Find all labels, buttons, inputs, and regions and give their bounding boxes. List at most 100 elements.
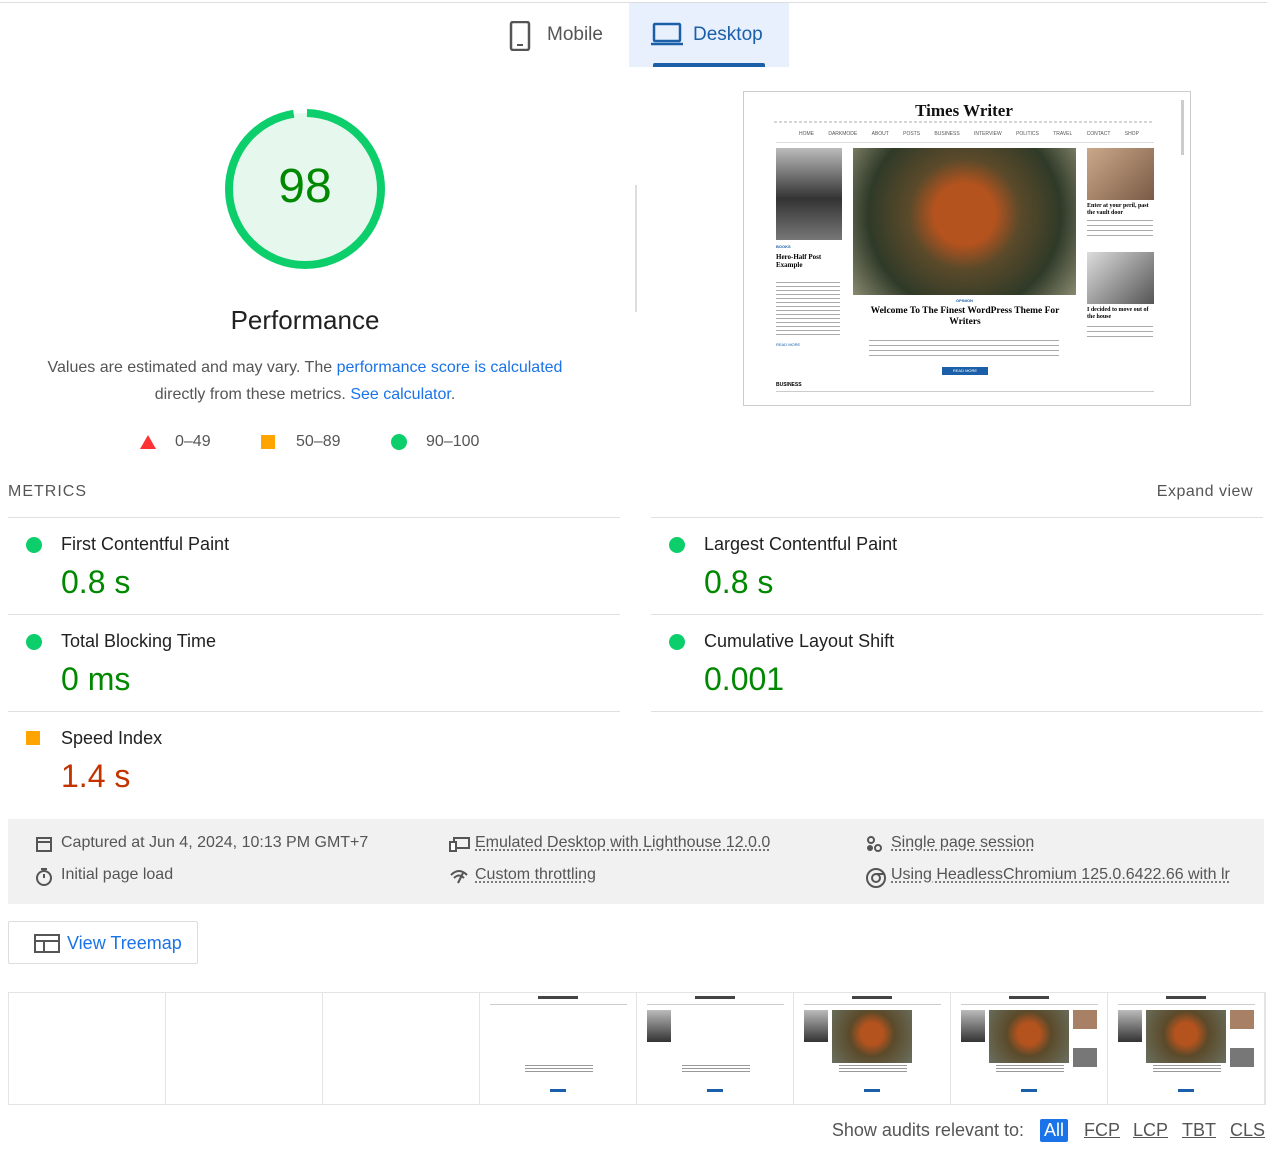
info-text: Initial page load: [61, 866, 174, 883]
image: [1087, 252, 1154, 304]
gauge-arc: [225, 109, 385, 269]
section-rule: [776, 391, 1154, 392]
image: [776, 148, 842, 240]
button: READ MORE: [942, 367, 988, 375]
metric-value: 0.8 s: [61, 564, 131, 600]
metric-value: 0 ms: [61, 661, 131, 697]
rating-icon: [26, 731, 40, 750]
scrollbar: [1181, 100, 1184, 155]
film-frame: [637, 993, 794, 1104]
film-frame: [480, 993, 637, 1104]
rating-icon: [261, 435, 275, 454]
tab-icon: [509, 20, 531, 56]
info-text[interactable]: Using HeadlessChromium 125.0.6422.66 wit…: [891, 866, 1230, 883]
section-title: BUSINESS: [776, 382, 802, 388]
text: .: [450, 386, 456, 403]
filter-label: Show audits relevant to:: [831, 1120, 1024, 1140]
filter-option[interactable]: TBT: [1182, 1120, 1216, 1140]
image: [1087, 148, 1154, 200]
metric-divider: [8, 711, 620, 712]
score-value: 98: [278, 160, 331, 213]
nav-item: POSTS: [903, 131, 921, 137]
info-panel: [8, 819, 1264, 904]
description: Values are estimated and may vary. The p…: [5, 354, 605, 408]
filter-option[interactable]: CLS: [1230, 1120, 1266, 1140]
metric-value: 0.8 s: [704, 564, 774, 600]
metric-name: First Contentful Paint: [61, 534, 230, 554]
legend-label: 0–49: [175, 433, 211, 450]
top-border: [0, 2, 1267, 3]
treemap-button[interactable]: View Treemap: [8, 921, 198, 964]
metric-name: Largest Contentful Paint: [704, 534, 898, 554]
metric-divider: [651, 517, 1263, 518]
metric-value: 1.4 s: [61, 758, 131, 794]
page-screenshot: Times Writer HOME DARKMODE ABOUT POSTS BUSIN…: [743, 91, 1191, 406]
treemap-icon: [34, 934, 60, 953]
link[interactable]: performance score is calculated: [336, 359, 563, 376]
rating-icon: [140, 435, 156, 454]
info-icon: [865, 867, 887, 894]
nav-item: HOME: [799, 131, 814, 137]
rating-icon: [391, 434, 407, 455]
nav-rule: [776, 142, 1154, 143]
metric-divider: [651, 614, 1263, 615]
excerpt: [776, 282, 840, 337]
text: Values are estimated and may vary. The: [47, 359, 337, 376]
info-icon: [449, 867, 469, 890]
score-gauge: 98: [225, 109, 385, 269]
film-frame: [1108, 993, 1265, 1104]
tag: OPINION: [956, 298, 973, 303]
post-title: Welcome To The Finest WordPress Theme Fo…: [870, 306, 1060, 327]
tab-icon: [651, 21, 683, 52]
tab-underline: [653, 63, 765, 67]
excerpt: [1087, 220, 1153, 240]
expand-view[interactable]: Expand view: [1156, 483, 1253, 500]
info-icon: [35, 867, 53, 892]
tagline: [774, 121, 1154, 123]
metrics-title: METRICS: [8, 483, 87, 500]
filter-option[interactable]: FCP: [1084, 1120, 1120, 1140]
metric-name: Speed Index: [61, 728, 163, 748]
info-text[interactable]: Custom throttling: [475, 866, 596, 883]
nav-item: SHOP: [1124, 131, 1139, 137]
post-title: Hero-Half Post Example: [776, 253, 822, 269]
image: [853, 148, 1076, 295]
film-frame: [166, 993, 323, 1104]
film-frame: [951, 993, 1108, 1104]
metric-divider: [8, 517, 620, 518]
site-nav: HOME DARKMODE ABOUT POSTS BUSINESS INTERVIEW P…: [799, 131, 1139, 137]
nav-item: ABOUT: [871, 131, 889, 137]
rating-icon: [26, 634, 42, 655]
legend-label: 90–100: [426, 433, 480, 450]
rating-icon: [669, 537, 685, 558]
excerpt: [1087, 326, 1153, 340]
rating-icon: [26, 537, 42, 558]
nav-item: TRAVEL: [1053, 131, 1073, 137]
tab[interactable]: Desktop: [629, 3, 789, 67]
tab[interactable]: Mobile: [469, 3, 629, 67]
tab-label: Desktop: [693, 24, 763, 45]
link[interactable]: See calculator: [350, 386, 451, 403]
metric-divider: [651, 711, 1263, 712]
rating-icon: [669, 634, 685, 655]
filter-option[interactable]: LCP: [1133, 1120, 1169, 1140]
film-frame: [794, 993, 951, 1104]
gauge-fill: [229, 113, 381, 265]
info-text: Captured at Jun 4, 2024, 10:13 PM GMT+7: [61, 834, 369, 851]
legend-label: 50–89: [296, 433, 341, 450]
site-title: Times Writer: [915, 101, 1013, 120]
text: directly from these metrics.: [154, 386, 351, 403]
nav-item: INTERVIEW: [974, 131, 1002, 137]
info-text[interactable]: Emulated Desktop with Lighthouse 12.0.0: [475, 834, 771, 851]
post-title: Enter at your peril, past the vault door: [1087, 203, 1149, 216]
info-icon: [865, 835, 883, 858]
info-text[interactable]: Single page session: [891, 834, 1035, 851]
filter-option[interactable]: All: [1040, 1119, 1069, 1142]
nav-item: DARKMODE: [828, 131, 858, 137]
nav-item: CONTACT: [1086, 131, 1111, 137]
film-frame: [323, 993, 480, 1104]
score-label: Performance: [230, 305, 380, 335]
nav-item: BUSINESS: [934, 131, 960, 137]
post-title: I decided to move out of the house: [1087, 307, 1149, 320]
